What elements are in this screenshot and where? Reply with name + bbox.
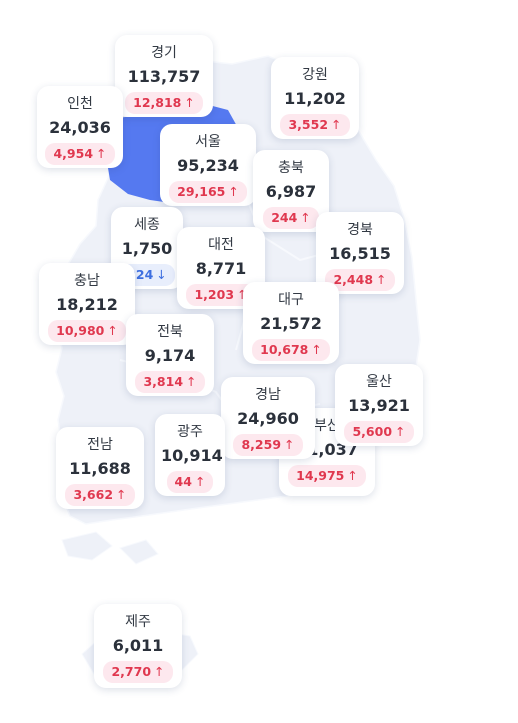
arrow-up-icon: ↑ [228, 184, 239, 199]
region-card-gyeonggi[interactable]: 경기 113,757 12,818 ↑ [115, 35, 213, 117]
change-value: 10,678 [260, 342, 309, 357]
region-total: 24,960 [237, 409, 299, 428]
region-card-jeonbuk[interactable]: 전북 9,174 3,814 ↑ [126, 314, 214, 396]
region-name: 강원 [302, 67, 328, 83]
region-name: 울산 [366, 374, 392, 390]
change-value: 244 [271, 210, 298, 225]
region-total: 95,234 [177, 156, 239, 175]
island-shape [119, 539, 159, 565]
region-name: 전남 [87, 437, 113, 453]
region-name: 대구 [278, 292, 304, 308]
change-badge: 2,770 ↑ [103, 661, 173, 683]
region-card-ulsan[interactable]: 울산 13,921 5,600 ↑ [335, 364, 423, 446]
change-badge: 12,818 ↑ [125, 92, 203, 114]
region-name: 세종 [134, 217, 160, 233]
region-total: 6,987 [265, 182, 317, 201]
region-card-seoul[interactable]: 서울 95,234 29,165 ↑ [160, 124, 256, 206]
change-badge: 10,980 ↑ [48, 320, 126, 342]
region-total: 13,921 [348, 396, 410, 415]
change-value: 3,814 [143, 374, 184, 389]
region-card-incheon[interactable]: 인천 24,036 4,954 ↑ [37, 86, 123, 168]
region-total: 8,771 [195, 259, 247, 278]
region-total: 6,011 [112, 636, 164, 655]
region-name: 경남 [255, 387, 281, 403]
island-shape [61, 531, 113, 561]
arrow-up-icon: ↑ [116, 487, 127, 502]
arrow-up-icon: ↑ [395, 424, 406, 439]
region-total: 21,572 [260, 314, 322, 333]
region-total: 11,202 [284, 89, 346, 108]
arrow-up-icon: ↑ [154, 664, 165, 679]
region-total: 24,036 [49, 118, 111, 137]
region-card-gwangju[interactable]: 광주 10,914 44 ↑ [155, 414, 225, 496]
region-card-gangwon[interactable]: 강원 11,202 3,552 ↑ [271, 57, 359, 139]
region-card-daegu[interactable]: 대구 21,572 10,678 ↑ [243, 282, 339, 364]
change-badge: 3,662 ↑ [65, 484, 135, 506]
region-total: 18,212 [56, 295, 118, 314]
region-card-jeju[interactable]: 제주 6,011 2,770 ↑ [94, 604, 182, 688]
change-badge: 4,954 ↑ [45, 143, 115, 165]
region-total: 1,750 [121, 239, 173, 258]
arrow-up-icon: ↑ [331, 117, 342, 132]
region-card-gyeongbuk[interactable]: 경북 16,515 2,448 ↑ [316, 212, 404, 294]
change-value: 29,165 [177, 184, 226, 199]
change-badge: 14,975 ↑ [288, 465, 366, 487]
region-total: 16,515 [329, 244, 391, 263]
arrow-up-icon: ↑ [347, 468, 358, 483]
region-total: 11,688 [69, 459, 131, 478]
change-badge: 29,165 ↑ [169, 181, 247, 203]
change-badge: 1,203↑ [186, 284, 256, 306]
region-name: 경북 [347, 222, 373, 238]
arrow-up-icon: ↑ [284, 437, 295, 452]
change-badge: 3,814 ↑ [135, 371, 205, 393]
change-badge: 244 ↑ [263, 207, 319, 229]
arrow-up-icon: ↑ [376, 272, 387, 287]
arrow-up-icon: ↑ [96, 146, 107, 161]
region-name: 부산 [314, 418, 340, 434]
change-value: 4,954 [53, 146, 94, 161]
region-name: 충남 [74, 273, 100, 289]
arrow-up-icon: ↑ [300, 210, 311, 225]
region-name: 서울 [195, 134, 221, 150]
change-badge: 5,600 ↑ [344, 421, 414, 443]
region-name: 제주 [125, 614, 151, 630]
region-card-chungnam[interactable]: 충남 18,212 10,980 ↑ [39, 263, 135, 345]
change-value: 1,203 [194, 287, 235, 302]
change-badge: 3,552 ↑ [280, 114, 350, 136]
region-card-gyeongnam[interactable]: 경남 24,960 8,259 ↑ [221, 377, 315, 459]
arrow-up-icon: ↑ [237, 287, 247, 302]
change-badge: 2,448 ↑ [325, 269, 395, 291]
change-badge: 44 ↑ [166, 471, 214, 493]
region-total: 10,914 [161, 446, 223, 465]
region-name: 인천 [67, 96, 93, 112]
arrow-up-icon: ↑ [107, 323, 118, 338]
change-value: 2,770 [111, 664, 152, 679]
region-card-jeonnam[interactable]: 전남 11,688 3,662 ↑ [56, 427, 144, 509]
change-value: 5,600 [352, 424, 393, 439]
arrow-up-icon: ↑ [194, 474, 206, 489]
change-value: 44 [174, 474, 192, 489]
change-value: 3,662 [73, 487, 114, 502]
region-name: 충북 [278, 160, 304, 176]
arrow-up-icon: ↑ [186, 374, 197, 389]
change-value: 8,259 [241, 437, 282, 452]
region-name: 광주 [177, 424, 203, 440]
change-value: 12,818 [133, 95, 182, 110]
region-total: 9,174 [144, 346, 196, 365]
change-value: 10,980 [56, 323, 105, 338]
change-value: 2,448 [333, 272, 374, 287]
arrow-down-icon: ↓ [156, 267, 167, 282]
region-name: 대전 [208, 237, 234, 253]
arrow-up-icon: ↑ [311, 342, 322, 357]
region-total: 113,757 [127, 67, 201, 86]
change-badge: 8,259 ↑ [233, 434, 303, 456]
change-value: 14,975 [296, 468, 345, 483]
change-value: 3,552 [288, 117, 329, 132]
region-name: 경기 [151, 45, 177, 61]
change-badge: 10,678 ↑ [252, 339, 330, 361]
region-name: 전북 [157, 324, 183, 340]
arrow-up-icon: ↑ [184, 95, 195, 110]
